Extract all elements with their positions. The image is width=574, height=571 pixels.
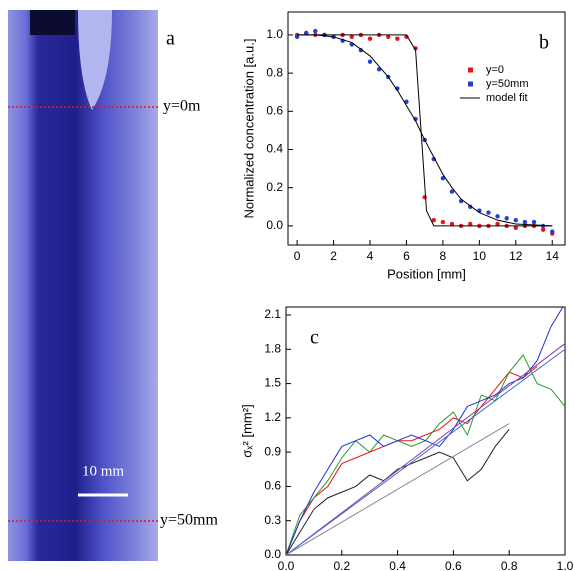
series-line [286, 348, 565, 555]
x-tick-label: 12 [509, 249, 523, 263]
data-point [440, 219, 446, 225]
y-tick-label: 1.0 [266, 27, 283, 41]
data-point [540, 227, 546, 232]
y-tick-label: 0.6 [266, 103, 283, 117]
data-point [294, 34, 300, 40]
data-point [495, 221, 500, 227]
plot-area [294, 28, 555, 236]
data-point [404, 34, 409, 40]
x-tick-label: 0.2 [333, 559, 350, 571]
legend-label: y=0 [486, 64, 504, 76]
data-point [395, 36, 400, 41]
data-point [386, 34, 391, 40]
y-tick-label: 0.4 [266, 142, 283, 156]
data-point [413, 116, 418, 122]
data-point [349, 34, 354, 40]
series-line [286, 428, 510, 555]
y-tick-label: 0.0 [264, 547, 281, 561]
chart: 0.0 0.2 0.4 0.6 0.8 1.0 0.0 0.3 0.6 0.9 1.2 1.5 1.8 2… [239, 306, 574, 571]
plot-frame [285, 306, 566, 556]
y-tick-label: 0.0 [266, 218, 283, 232]
x-tick-label: 8 [440, 249, 447, 263]
data-point [486, 210, 491, 215]
data-point [531, 219, 537, 225]
photo [8, 10, 158, 561]
y-tick-label: 2.1 [264, 307, 281, 321]
data-point [367, 36, 373, 41]
data-point [468, 204, 473, 210]
y-tick-label: 0.2 [266, 180, 283, 194]
data-point [313, 28, 318, 34]
legend-marker [468, 67, 473, 73]
y-axis-label: σₓ² [mm²] [239, 404, 254, 457]
data-point [449, 221, 455, 227]
x-tick-label: 6 [403, 249, 410, 263]
data-point [449, 189, 455, 194]
x-tick-label: 4 [367, 249, 374, 263]
series-line [286, 366, 538, 555]
data-point [431, 217, 436, 223]
series-line [286, 423, 510, 555]
legend-marker [468, 81, 473, 87]
series-line [286, 343, 565, 555]
panel-label: c [310, 327, 319, 349]
position-label: y=0m [163, 98, 201, 115]
x-tick-label: 2 [330, 249, 337, 263]
y-tick-label: 0.3 [264, 513, 281, 527]
x-tick-label: 14 [546, 249, 560, 263]
x-tick-label: 10 [473, 249, 487, 263]
x-tick-label: 0.0 [278, 559, 295, 571]
series-line [286, 354, 565, 555]
y-tick-label: 1.5 [264, 376, 281, 390]
chart: 0 2 4 6 8 10 12 14 0.0 0.2 0.4 0.6 0.8 1.0 Position [m… [241, 11, 566, 281]
y-tick-label: 1.2 [264, 410, 281, 424]
y-tick-label: 1.8 [264, 341, 281, 355]
data-point [550, 229, 555, 234]
data-point [495, 214, 500, 219]
legend-label: y=50mm [486, 78, 529, 90]
panel-label: b [539, 32, 549, 54]
y-tick-label: 0.9 [264, 444, 281, 458]
x-tick-label: 0.6 [445, 559, 462, 571]
data-point [468, 221, 473, 227]
data-point [440, 175, 446, 181]
panel-label: a [166, 28, 175, 50]
y-tick-label: 0.8 [266, 65, 283, 79]
data-point [504, 216, 509, 221]
photo-dark-top [30, 10, 75, 35]
y-axis-label: Normalized concentration [a.u.] [241, 39, 256, 219]
x-tick-label: 0.8 [501, 559, 518, 571]
position-label: y=50mm [160, 512, 218, 529]
data-point [367, 59, 373, 64]
x-axis-label: Position [mm] [387, 266, 466, 281]
photo-meniscus [78, 10, 112, 110]
data-point [422, 195, 427, 200]
data-point [522, 219, 528, 225]
series-line [286, 307, 564, 555]
data-point [304, 30, 309, 36]
image-panel: 10 mm a y=0m y=50mm [8, 10, 218, 561]
x-tick-label: 0.4 [389, 559, 406, 571]
data-point [358, 47, 364, 53]
scale-bar-label: 10 mm [82, 463, 124, 479]
plot-area [286, 307, 565, 555]
data-point [513, 225, 518, 231]
data-point [513, 217, 518, 223]
data-point [413, 46, 418, 51]
plot-frame [287, 11, 566, 246]
legend-label: model fit [486, 92, 528, 104]
x-tick-label: 0 [294, 249, 301, 263]
y-tick-label: 0.6 [264, 479, 281, 493]
series-line [297, 34, 553, 227]
series-line [297, 34, 553, 227]
x-tick-label: 1.0 [557, 559, 574, 571]
